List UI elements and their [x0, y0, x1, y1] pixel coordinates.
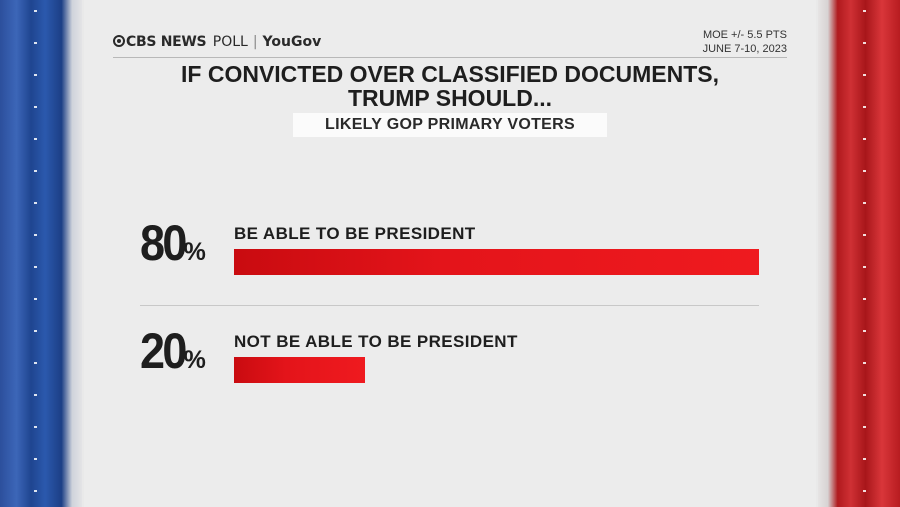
stripe-tick — [863, 298, 866, 300]
stripe-tick — [34, 298, 37, 300]
poll-word: POLL — [212, 34, 248, 50]
right-red-stripe-band — [818, 0, 900, 507]
bar-value-label: 80% — [140, 214, 206, 272]
chart-subtitle: LIKELY GOP PRIMARY VOTERS — [293, 113, 607, 137]
poll-meta: MOE +/- 5.5 PTS JUNE 7-10, 2023 — [703, 28, 787, 56]
stripe-tick — [863, 458, 866, 460]
bar-label: BE ABLE TO BE PRESIDENT — [234, 224, 476, 243]
header-rule — [113, 57, 787, 58]
bar — [234, 357, 365, 383]
cbs-eye-icon — [113, 35, 125, 47]
stripe-tick — [34, 106, 37, 108]
bar-value-number: 80 — [140, 215, 187, 271]
chart-title-line-1: IF CONVICTED OVER CLASSIFIED DOCUMENTS, — [181, 61, 719, 87]
chart-title: IF CONVICTED OVER CLASSIFIED DOCUMENTS, … — [113, 62, 787, 110]
stripe-tick — [863, 74, 866, 76]
row-divider — [140, 305, 759, 306]
cbs-news-poll-logo: CBS NEWS POLL | YouGov — [113, 34, 321, 50]
stripe-tick — [34, 74, 37, 76]
stripe-tick — [863, 138, 866, 140]
logo-separator: | — [252, 34, 258, 50]
network-name: CBS NEWS — [126, 34, 207, 50]
partner-name: YouGov — [262, 34, 322, 50]
stripe-tick — [863, 362, 866, 364]
stripe-tick — [34, 330, 37, 332]
stripe-tick — [863, 10, 866, 12]
stripe-tick — [863, 170, 866, 172]
chart-title-line-2: TRUMP SHOULD... — [347, 85, 553, 111]
stripe-tick — [863, 202, 866, 204]
stripe-tick — [34, 10, 37, 12]
stripe-tick — [34, 42, 37, 44]
percent-sign: % — [183, 346, 206, 374]
bar-label: NOT BE ABLE TO BE PRESIDENT — [234, 332, 518, 351]
stripe-tick — [34, 362, 37, 364]
left-blue-stripe-band — [0, 0, 82, 507]
stripe-tick — [34, 202, 37, 204]
stripe-tick — [863, 330, 866, 332]
right-stripe-ticks — [863, 10, 866, 507]
stripe-tick — [863, 266, 866, 268]
stripe-tick — [34, 266, 37, 268]
poll-dates: JUNE 7-10, 2023 — [702, 43, 787, 55]
bar-value-label: 20% — [140, 322, 206, 380]
stripe-tick — [34, 170, 37, 172]
stripe-tick — [863, 490, 866, 492]
stripe-tick — [34, 426, 37, 428]
stripe-tick — [34, 490, 37, 492]
percent-sign: % — [183, 238, 206, 266]
bar-value-number: 20 — [140, 323, 187, 379]
stripe-tick — [863, 42, 866, 44]
stripe-tick — [34, 394, 37, 396]
stripe-tick — [863, 106, 866, 108]
stripe-tick — [34, 234, 37, 236]
bar — [234, 249, 759, 275]
left-stripe-ticks — [34, 10, 37, 507]
stripe-tick — [34, 458, 37, 460]
stripe-tick — [863, 234, 866, 236]
stripe-tick — [863, 426, 866, 428]
margin-of-error: MOE +/- 5.5 PTS — [702, 29, 787, 41]
stripe-tick — [34, 138, 37, 140]
stripe-tick — [863, 394, 866, 396]
